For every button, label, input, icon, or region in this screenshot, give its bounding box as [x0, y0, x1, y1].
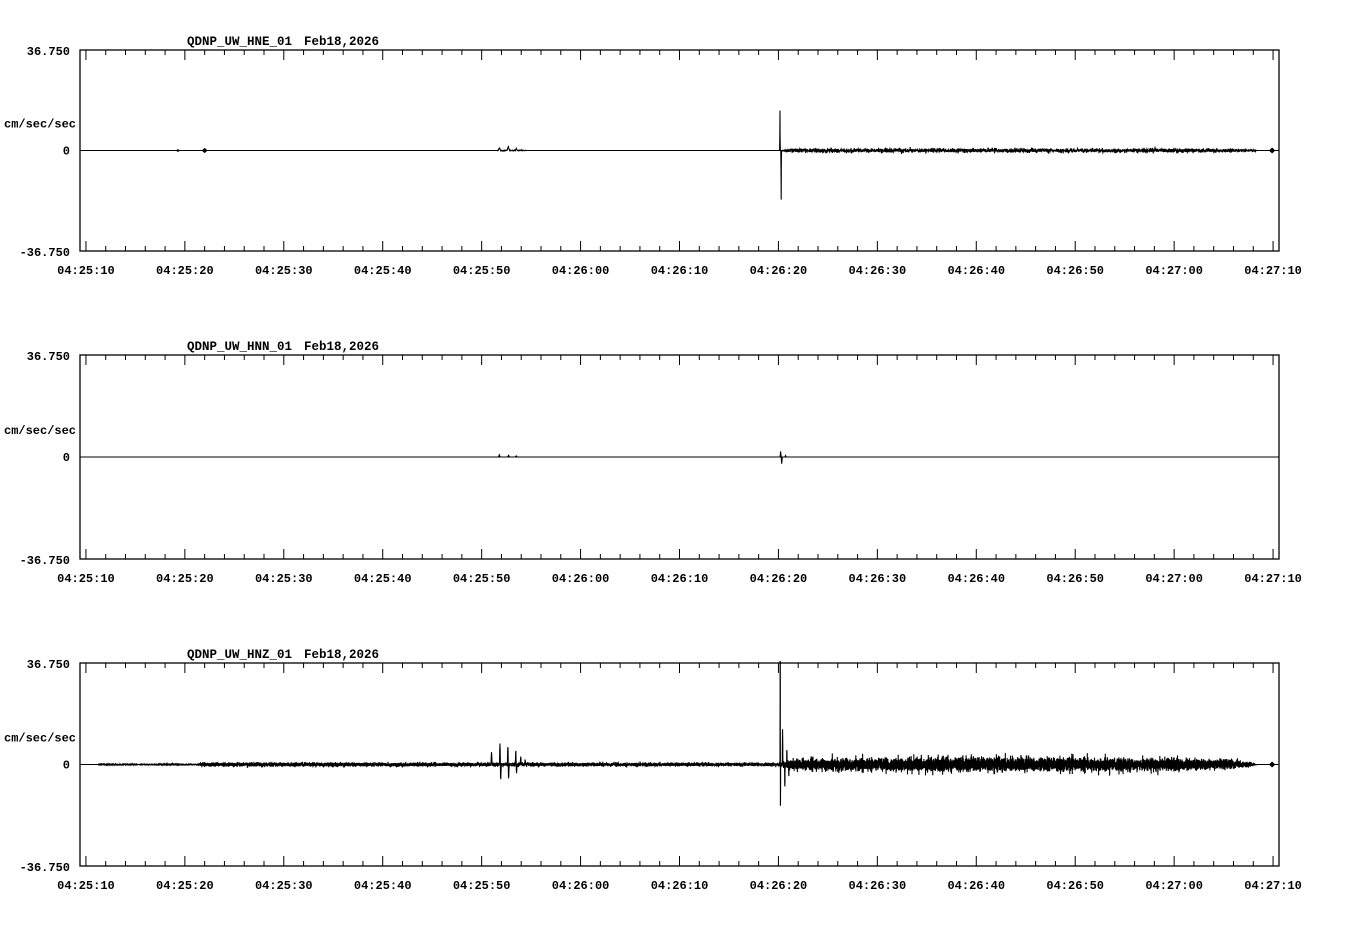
svg-text:04:25:20: 04:25:20 — [156, 879, 214, 893]
svg-text:04:27:00: 04:27:00 — [1145, 264, 1203, 278]
svg-text:04:27:10: 04:27:10 — [1244, 572, 1302, 586]
svg-text:-36.750: -36.750 — [20, 554, 70, 568]
svg-text:04:25:40: 04:25:40 — [354, 264, 412, 278]
svg-text:04:26:10: 04:26:10 — [651, 264, 709, 278]
svg-text:04:26:30: 04:26:30 — [849, 264, 907, 278]
svg-text:04:25:40: 04:25:40 — [354, 879, 412, 893]
svg-text:04:26:00: 04:26:00 — [552, 264, 610, 278]
svg-text:04:26:30: 04:26:30 — [849, 879, 907, 893]
svg-text:04:26:20: 04:26:20 — [750, 264, 808, 278]
svg-text:04:26:50: 04:26:50 — [1046, 879, 1104, 893]
svg-text:QDNP_UW_HNN_01: QDNP_UW_HNN_01 — [187, 340, 292, 354]
svg-text:0: 0 — [63, 759, 70, 773]
svg-text:36.750: 36.750 — [27, 45, 70, 59]
svg-text:04:27:10: 04:27:10 — [1244, 879, 1302, 893]
svg-text:04:25:50: 04:25:50 — [453, 572, 511, 586]
svg-text:04:25:10: 04:25:10 — [57, 879, 115, 893]
svg-text:04:26:40: 04:26:40 — [947, 572, 1005, 586]
svg-text:04:25:10: 04:25:10 — [57, 264, 115, 278]
svg-text:04:26:20: 04:26:20 — [750, 572, 808, 586]
svg-text:04:27:10: 04:27:10 — [1244, 264, 1302, 278]
svg-text:-36.750: -36.750 — [20, 246, 70, 260]
svg-text:04:25:20: 04:25:20 — [156, 264, 214, 278]
svg-text:Feb18,2026: Feb18,2026 — [304, 340, 379, 354]
svg-text:04:27:00: 04:27:00 — [1145, 879, 1203, 893]
svg-text:0: 0 — [63, 451, 70, 465]
svg-text:04:26:10: 04:26:10 — [651, 879, 709, 893]
svg-text:04:25:50: 04:25:50 — [453, 879, 511, 893]
svg-text:04:25:20: 04:25:20 — [156, 572, 214, 586]
svg-text:04:25:40: 04:25:40 — [354, 572, 412, 586]
svg-text:04:25:30: 04:25:30 — [255, 264, 313, 278]
svg-text:QDNP_UW_HNZ_01: QDNP_UW_HNZ_01 — [187, 648, 292, 662]
svg-text:04:26:30: 04:26:30 — [849, 572, 907, 586]
svg-text:Feb18,2026: Feb18,2026 — [304, 648, 379, 662]
svg-text:04:26:50: 04:26:50 — [1046, 572, 1104, 586]
svg-text:04:26:40: 04:26:40 — [947, 879, 1005, 893]
svg-text:04:25:10: 04:25:10 — [57, 572, 115, 586]
svg-text:04:26:00: 04:26:00 — [552, 572, 610, 586]
svg-text:04:27:00: 04:27:00 — [1145, 572, 1203, 586]
svg-text:04:26:10: 04:26:10 — [651, 572, 709, 586]
svg-text:04:26:50: 04:26:50 — [1046, 264, 1104, 278]
svg-text:04:26:40: 04:26:40 — [947, 264, 1005, 278]
svg-text:-36.750: -36.750 — [20, 861, 70, 875]
svg-text:QDNP_UW_HNE_01: QDNP_UW_HNE_01 — [187, 35, 292, 49]
svg-text:36.750: 36.750 — [27, 658, 70, 672]
svg-text:cm/sec/sec: cm/sec/sec — [4, 732, 76, 746]
svg-text:04:26:20: 04:26:20 — [750, 879, 808, 893]
svg-text:36.750: 36.750 — [27, 350, 70, 364]
svg-text:cm/sec/sec: cm/sec/sec — [4, 118, 76, 132]
svg-text:04:25:30: 04:25:30 — [255, 572, 313, 586]
svg-text:cm/sec/sec: cm/sec/sec — [4, 424, 76, 438]
svg-text:04:26:00: 04:26:00 — [552, 879, 610, 893]
svg-text:Feb18,2026: Feb18,2026 — [304, 35, 379, 49]
svg-text:04:25:50: 04:25:50 — [453, 264, 511, 278]
svg-text:04:25:30: 04:25:30 — [255, 879, 313, 893]
svg-text:0: 0 — [63, 145, 70, 159]
